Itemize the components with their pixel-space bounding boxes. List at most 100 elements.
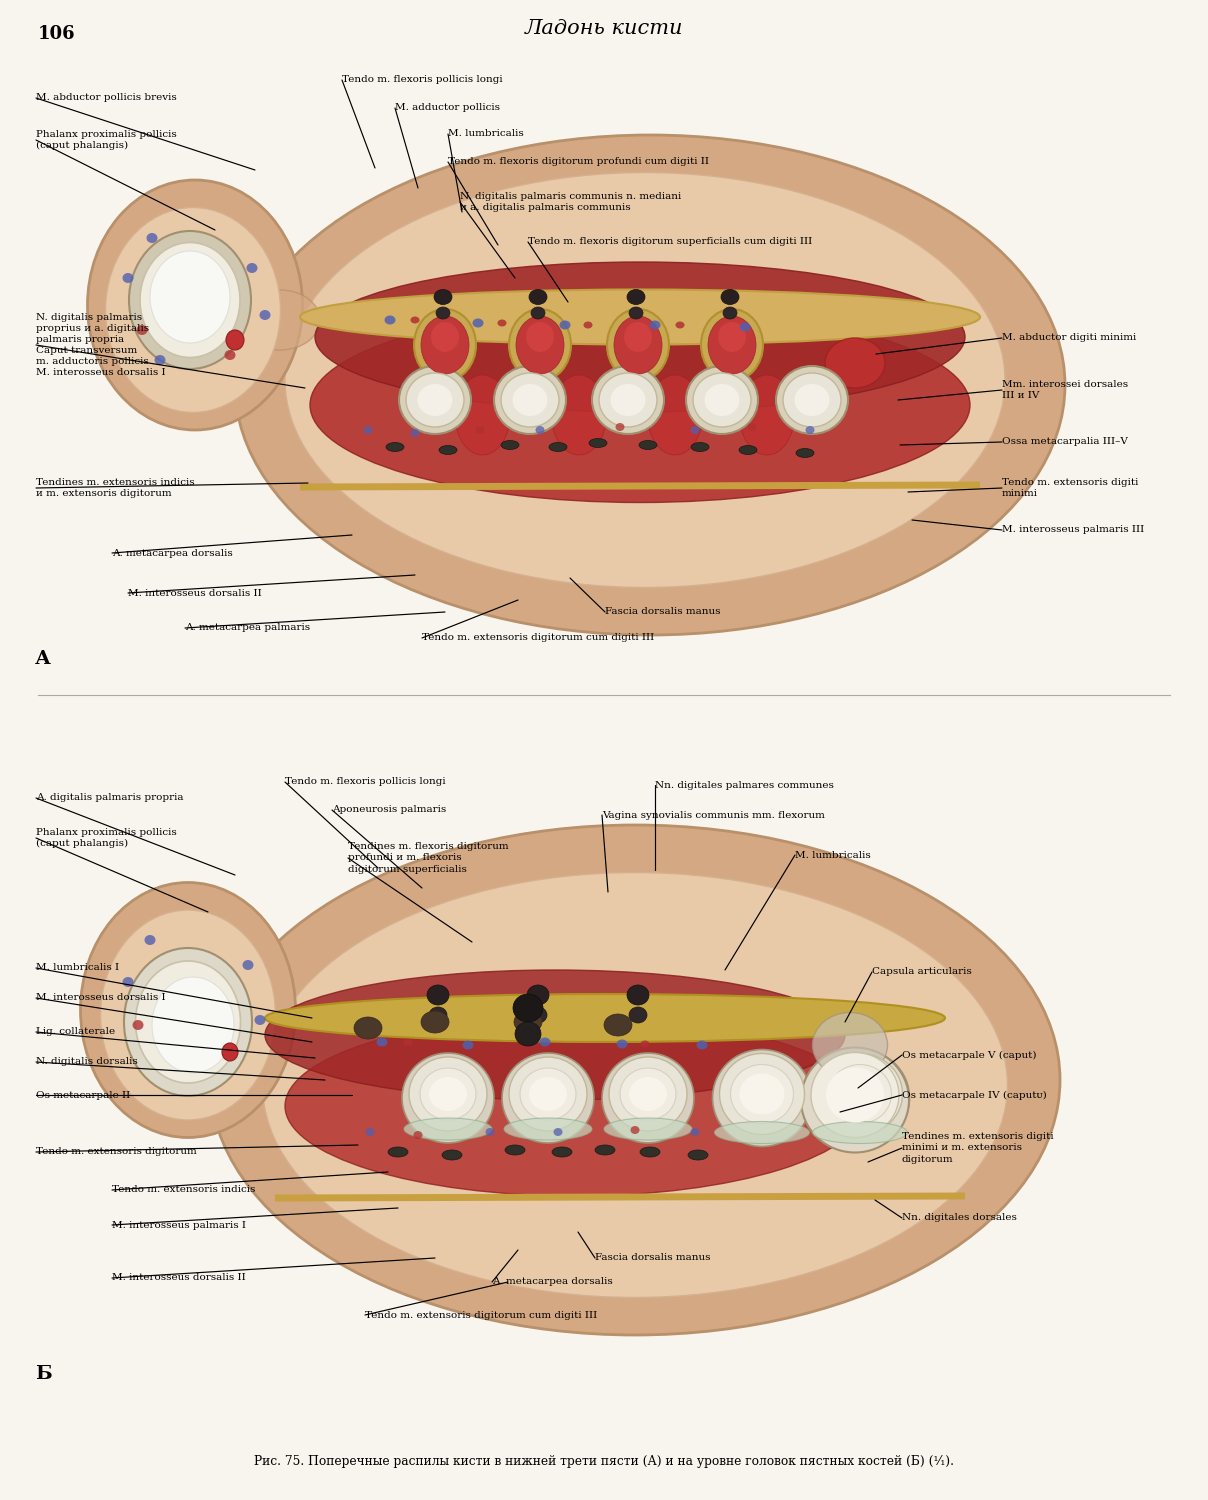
- Ellipse shape: [796, 448, 814, 458]
- Text: M. interosseus dorsalis II: M. interosseus dorsalis II: [128, 588, 262, 597]
- Ellipse shape: [509, 309, 571, 381]
- Ellipse shape: [689, 1150, 708, 1160]
- Ellipse shape: [260, 310, 271, 320]
- Ellipse shape: [384, 315, 395, 324]
- Ellipse shape: [697, 1041, 708, 1050]
- Text: M. lumbricalis: M. lumbricalis: [795, 850, 871, 859]
- Ellipse shape: [81, 882, 296, 1137]
- Ellipse shape: [512, 384, 547, 416]
- Text: A. metacarpea dorsalis: A. metacarpea dorsalis: [112, 549, 233, 558]
- Ellipse shape: [739, 322, 750, 332]
- Ellipse shape: [366, 1128, 374, 1136]
- Ellipse shape: [422, 1011, 449, 1034]
- Ellipse shape: [604, 1014, 632, 1036]
- Ellipse shape: [714, 1122, 809, 1143]
- Text: Os metacarpale V (caput): Os metacarpale V (caput): [902, 1050, 1036, 1059]
- Ellipse shape: [650, 321, 661, 330]
- Ellipse shape: [377, 1038, 388, 1047]
- Ellipse shape: [145, 934, 156, 945]
- Ellipse shape: [403, 1038, 412, 1046]
- Ellipse shape: [436, 308, 451, 320]
- Text: N. digitalis palmaris
proprius и a. digitalis
palmaris propria
Caput transversum: N. digitalis palmaris proprius и a. digi…: [36, 314, 165, 378]
- Ellipse shape: [122, 273, 134, 284]
- Ellipse shape: [527, 986, 548, 1005]
- Ellipse shape: [501, 374, 559, 427]
- Ellipse shape: [403, 1118, 492, 1140]
- Ellipse shape: [552, 1148, 573, 1156]
- Ellipse shape: [431, 322, 459, 352]
- Ellipse shape: [429, 1077, 467, 1112]
- Text: Tendo m. flexoris pollicis longi: Tendo m. flexoris pollicis longi: [342, 75, 503, 84]
- Ellipse shape: [285, 172, 1005, 588]
- Ellipse shape: [675, 321, 685, 328]
- Text: Tendo m. extensoris indicis: Tendo m. extensoris indicis: [112, 1185, 255, 1194]
- Ellipse shape: [503, 1053, 594, 1143]
- Ellipse shape: [552, 375, 606, 454]
- Ellipse shape: [604, 1118, 692, 1140]
- Ellipse shape: [455, 375, 510, 454]
- Text: Ладонь кисти: Ладонь кисти: [524, 18, 684, 38]
- Text: Nn. digitales palmares communes: Nn. digitales palmares communes: [655, 780, 834, 789]
- Ellipse shape: [124, 948, 252, 1096]
- Text: M. abductor pollicis brevis: M. abductor pollicis brevis: [36, 93, 176, 102]
- Ellipse shape: [606, 309, 669, 381]
- Ellipse shape: [721, 290, 739, 304]
- Ellipse shape: [529, 290, 547, 304]
- Text: M. interosseus palmaris I: M. interosseus palmaris I: [112, 1221, 246, 1230]
- Ellipse shape: [592, 366, 664, 434]
- Ellipse shape: [739, 446, 757, 454]
- Ellipse shape: [442, 1150, 461, 1160]
- Ellipse shape: [122, 976, 134, 987]
- Ellipse shape: [535, 426, 545, 433]
- Text: Os metacarpale II: Os metacarpale II: [36, 1090, 130, 1100]
- Ellipse shape: [718, 322, 747, 352]
- Text: M. adductor pollicis: M. adductor pollicis: [395, 104, 500, 112]
- Ellipse shape: [610, 384, 645, 416]
- Ellipse shape: [629, 1007, 647, 1023]
- Ellipse shape: [354, 1017, 382, 1040]
- Ellipse shape: [140, 243, 240, 357]
- Ellipse shape: [418, 384, 453, 416]
- Text: Tendo m. extensoris digitorum: Tendo m. extensoris digitorum: [36, 1148, 197, 1156]
- Text: A. metacarpea palmaris: A. metacarpea palmaris: [185, 624, 310, 633]
- Text: Phalanx proximalis pollicis
(caput phalangis): Phalanx proximalis pollicis (caput phala…: [36, 130, 176, 150]
- Ellipse shape: [826, 1068, 884, 1122]
- Ellipse shape: [509, 1058, 587, 1131]
- Ellipse shape: [413, 1131, 423, 1138]
- Ellipse shape: [387, 442, 403, 452]
- Ellipse shape: [596, 1144, 615, 1155]
- Ellipse shape: [411, 429, 419, 436]
- Ellipse shape: [285, 1016, 865, 1196]
- Text: Nn. digitales dorsales: Nn. digitales dorsales: [902, 1214, 1017, 1222]
- Ellipse shape: [691, 426, 699, 433]
- Ellipse shape: [137, 326, 147, 334]
- Ellipse shape: [210, 825, 1059, 1335]
- Ellipse shape: [422, 316, 469, 374]
- Text: Tendines m. flexoris digitorum
profundi и m. flexoris
digitorum superficialis: Tendines m. flexoris digitorum profundi …: [348, 843, 509, 873]
- Text: M. lumbricalis: M. lumbricalis: [448, 129, 524, 138]
- Ellipse shape: [825, 338, 885, 388]
- Text: M. interosseus dorsalis I: M. interosseus dorsalis I: [36, 993, 165, 1002]
- Ellipse shape: [429, 1007, 447, 1023]
- Ellipse shape: [739, 375, 795, 454]
- Ellipse shape: [434, 290, 452, 304]
- Ellipse shape: [472, 318, 483, 327]
- Ellipse shape: [631, 1126, 639, 1134]
- Ellipse shape: [795, 384, 830, 416]
- Ellipse shape: [402, 1053, 494, 1143]
- Ellipse shape: [529, 1007, 547, 1023]
- Text: Tendo m. extensoris digitorum cum digiti III: Tendo m. extensoris digitorum cum digiti…: [422, 633, 655, 642]
- Ellipse shape: [686, 366, 757, 434]
- Ellipse shape: [406, 374, 464, 427]
- Text: Capsula articularis: Capsula articularis: [872, 968, 971, 976]
- Ellipse shape: [553, 1128, 563, 1136]
- Ellipse shape: [494, 366, 567, 434]
- Ellipse shape: [731, 1065, 794, 1124]
- Ellipse shape: [300, 290, 980, 345]
- Text: M. abductor digiti minimi: M. abductor digiti minimi: [1001, 333, 1137, 342]
- Text: А: А: [35, 650, 51, 668]
- Text: 106: 106: [37, 26, 76, 44]
- Ellipse shape: [559, 321, 570, 330]
- Ellipse shape: [505, 1144, 525, 1155]
- Ellipse shape: [813, 1013, 888, 1077]
